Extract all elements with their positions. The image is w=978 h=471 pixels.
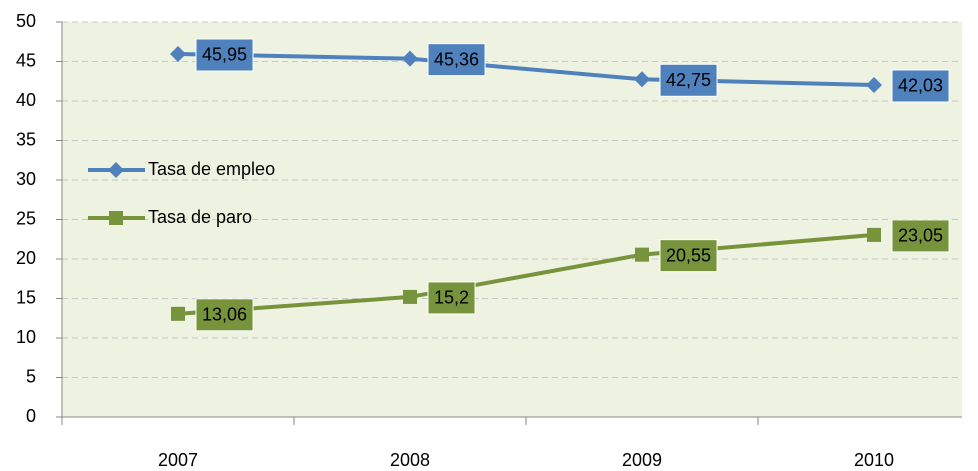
y-tick-label: 20: [16, 248, 36, 268]
point: [635, 247, 649, 262]
x-tick-label: 2009: [622, 450, 662, 470]
point: [171, 306, 185, 321]
data-label: 42,75: [666, 70, 711, 90]
series-line: [177, 232, 875, 316]
point: [867, 227, 881, 242]
y-tick-label: 35: [16, 129, 36, 149]
point: [170, 45, 186, 62]
data-label-box: [891, 69, 950, 103]
point: [403, 289, 417, 304]
series-line: [177, 51, 875, 87]
data-label-box: [427, 281, 476, 315]
legend-label: Tasa de empleo: [148, 159, 275, 179]
data-label: 23,05: [898, 226, 943, 246]
y-tick-label: 10: [16, 327, 36, 347]
data-label-box: [427, 43, 486, 77]
y-tick-label: 15: [16, 287, 36, 307]
data-label: 15,2: [434, 288, 469, 308]
data-label: 42,03: [898, 76, 943, 96]
legend-label: Tasa de paro: [148, 207, 252, 227]
x-tick-label: 2007: [158, 450, 198, 470]
legend-marker: [109, 211, 123, 225]
y-tick-label: 0: [26, 406, 36, 426]
point: [634, 71, 650, 88]
legend-marker: [108, 162, 124, 178]
y-tick-label: 45: [16, 50, 36, 70]
data-label-box: [659, 63, 718, 97]
y-tick-label: 40: [16, 90, 36, 110]
x-tick-label: 2010: [854, 450, 894, 470]
y-tick-label: 30: [16, 169, 36, 189]
data-label-box: [195, 298, 254, 332]
data-label-box: [659, 239, 718, 273]
data-label: 20,55: [666, 245, 711, 265]
x-tick-label: 2008: [390, 450, 430, 470]
point: [402, 50, 418, 67]
data-label: 45,36: [434, 49, 479, 69]
data-label: 13,06: [202, 305, 247, 325]
y-tick-label: 25: [16, 208, 36, 228]
data-label-box: [195, 38, 254, 72]
y-tick-label: 5: [26, 366, 36, 386]
data-label: 45,95: [202, 45, 247, 65]
point: [866, 76, 882, 93]
data-label-box: [891, 219, 950, 253]
y-tick-label: 50: [16, 11, 36, 31]
